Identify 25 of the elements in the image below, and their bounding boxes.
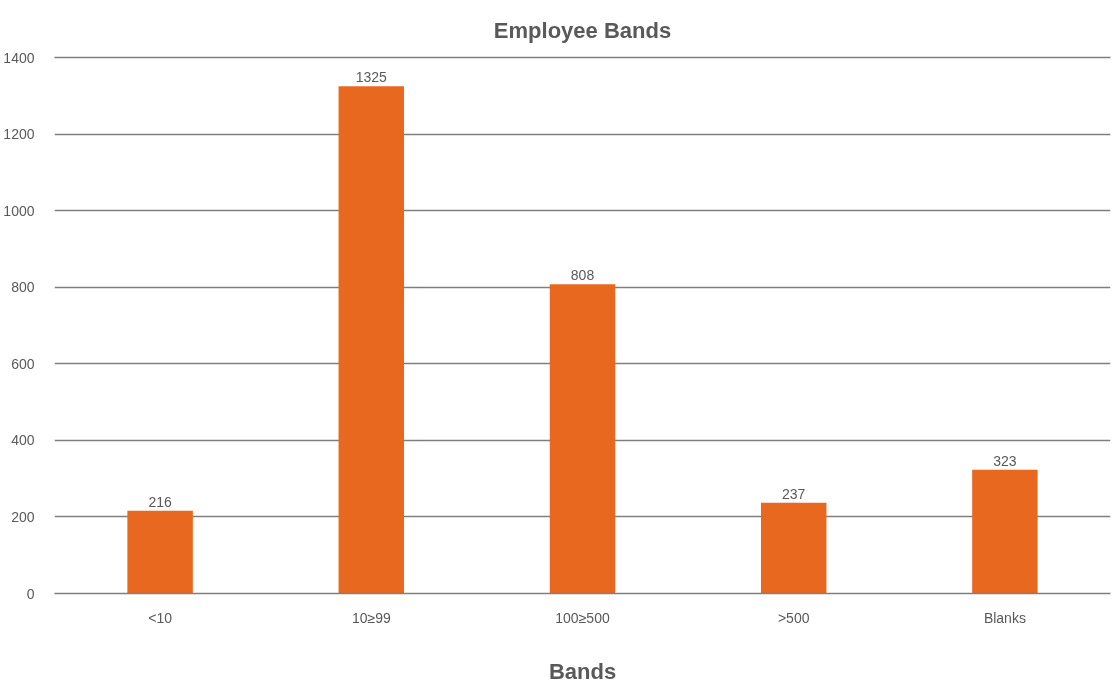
y-tick-label: 200 — [11, 508, 35, 525]
x-tick-label: 10≥99 — [351, 609, 391, 626]
data-label: 808 — [570, 267, 595, 284]
y-tick-label: 1400 — [3, 49, 35, 66]
x-tick-label: Blanks — [983, 609, 1026, 626]
x-tick-label: <10 — [148, 609, 173, 626]
y-tick-label: 800 — [11, 279, 35, 296]
data-label: 237 — [782, 485, 806, 502]
bar — [549, 284, 616, 594]
bar — [338, 86, 405, 594]
y-tick-label: 1000 — [3, 202, 35, 219]
chart-title: Employee Bands — [493, 17, 672, 43]
data-label: 1325 — [355, 69, 388, 86]
data-label: 323 — [993, 452, 1017, 469]
x-tick-label: 100≥500 — [555, 609, 610, 626]
y-tick-label: 0 — [26, 585, 35, 602]
y-tick-label: 1200 — [3, 126, 35, 143]
x-axis-title: Bands — [548, 658, 617, 684]
y-tick-label: 400 — [11, 432, 35, 449]
bar — [972, 469, 1038, 594]
y-tick-label: 600 — [11, 355, 35, 372]
bar — [127, 510, 193, 594]
data-label: 216 — [148, 493, 172, 510]
x-tick-label: >500 — [777, 609, 810, 626]
bar — [760, 502, 827, 594]
